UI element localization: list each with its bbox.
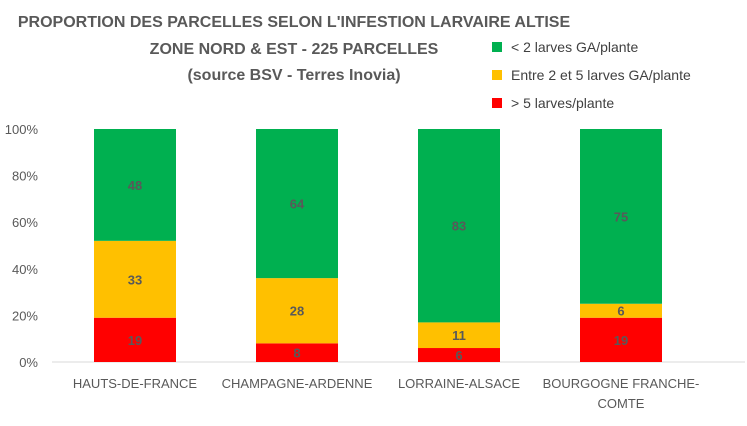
legend-label-2: Entre 2 et 5 larves GA/plante <box>511 67 691 83</box>
bar-segment <box>256 278 338 344</box>
legend-swatch-1 <box>492 42 502 52</box>
y-tick-label: 20% <box>12 308 38 323</box>
data-label: 28 <box>290 304 304 319</box>
data-label: 64 <box>290 197 305 212</box>
x-tick-label: CHAMPAGNE-ARDENNE <box>222 376 373 391</box>
chart-title: PROPORTION DES PARCELLES SELON L'INFESTI… <box>18 14 571 84</box>
y-tick-label: 80% <box>12 169 38 184</box>
y-tick-label: 0% <box>19 355 38 370</box>
bar-segment <box>418 348 500 362</box>
bar-segment <box>580 303 662 318</box>
bar-segment <box>256 343 338 362</box>
data-label: 6 <box>455 348 462 363</box>
x-tick-label: COMTE <box>598 396 645 411</box>
y-tick-label: 60% <box>12 215 38 230</box>
bar-segment <box>94 317 176 362</box>
data-label: 19 <box>614 333 628 348</box>
data-label: 75 <box>614 209 628 224</box>
x-tick-label: LORRAINE-ALSACE <box>398 376 520 391</box>
bar-segment <box>580 129 662 304</box>
data-label: 48 <box>128 178 142 193</box>
data-label: 11 <box>452 328 466 343</box>
y-axis: 0% 20% 40% 60% 80% 100% <box>5 122 39 370</box>
chart-title-line-2: ZONE NORD & EST - 225 PARCELLES <box>150 41 439 58</box>
bar-segment <box>418 129 500 323</box>
legend: < 2 larves GA/plante Entre 2 et 5 larves … <box>492 39 691 111</box>
data-label: 33 <box>128 272 142 287</box>
chart-title-line-1: PROPORTION DES PARCELLES SELON L'INFESTI… <box>18 14 571 31</box>
bar-segment <box>94 240 176 318</box>
legend-swatch-3 <box>492 98 502 108</box>
legend-label-1: < 2 larves GA/plante <box>511 39 638 55</box>
y-tick-label: 100% <box>5 122 39 137</box>
bar-segment <box>580 317 662 362</box>
bar-segment <box>94 129 176 241</box>
bar-segment <box>418 322 500 349</box>
bars: 19 33 48 8 28 64 6 11 83 19 6 75 <box>94 129 662 363</box>
bar-segment <box>256 129 338 279</box>
x-axis: HAUTS-DE-FRANCE CHAMPAGNE-ARDENNE LORRAINE… <box>73 376 699 411</box>
y-tick-label: 40% <box>12 262 38 277</box>
data-label: 6 <box>617 304 624 319</box>
legend-swatch-2 <box>492 70 502 80</box>
legend-label-3: > 5 larves/plante <box>511 95 614 111</box>
x-tick-label: HAUTS-DE-FRANCE <box>73 376 198 391</box>
x-tick-label: BOURGOGNE FRANCHE- <box>543 376 700 391</box>
data-label: 8 <box>293 346 300 361</box>
data-label: 19 <box>128 333 142 348</box>
data-label: 83 <box>452 219 466 234</box>
chart-title-line-3: (source BSV - Terres Inovia) <box>187 67 400 84</box>
